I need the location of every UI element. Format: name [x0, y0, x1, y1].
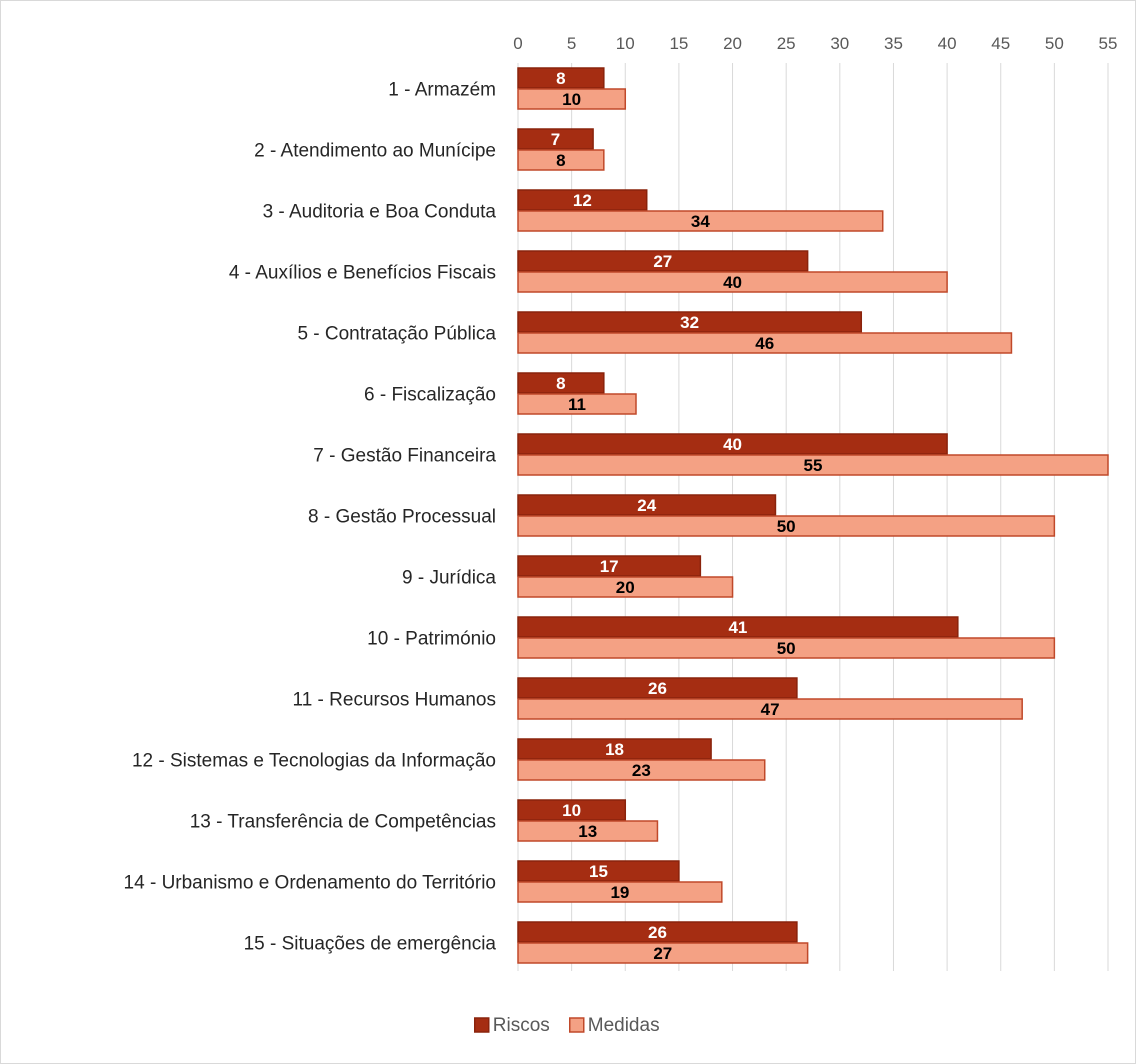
bar-riscos-11	[517, 677, 798, 699]
data-label-riscos: 12	[573, 191, 592, 210]
bar-riscos-13	[517, 799, 627, 821]
data-label-riscos: 15	[589, 862, 608, 881]
category-label: 3 - Auditoria e Boa Conduta	[263, 202, 497, 223]
data-label-riscos: 8	[556, 69, 565, 88]
data-label-medidas: 10	[562, 90, 581, 109]
bar-riscos-1	[517, 67, 605, 89]
data-label-riscos: 10	[562, 801, 581, 820]
category-label: 6 - Fiscalização	[364, 385, 496, 406]
bar-riscos-10	[517, 616, 959, 638]
category-label: 15 - Situações de emergência	[244, 934, 497, 955]
category-label: 9 - Jurídica	[402, 568, 496, 589]
data-label-riscos: 18	[605, 740, 624, 759]
data-label-medidas: 55	[804, 456, 823, 475]
x-tick-label: 0	[513, 34, 522, 53]
bar-riscos-14	[517, 860, 680, 882]
bar-medidas-5	[517, 332, 1013, 354]
category-label: 8 - Gestão Processual	[308, 507, 496, 528]
data-label-medidas: 11	[568, 395, 586, 414]
x-tick-label: 45	[991, 34, 1010, 53]
data-label-medidas: 47	[761, 700, 780, 719]
x-axis-ticks: 0 5 10 15 20 25 30 35 40 45 50 55	[513, 34, 1117, 53]
category-label: 5 - Contratação Pública	[297, 324, 496, 345]
data-label-medidas: 20	[616, 578, 635, 597]
data-label-riscos: 40	[723, 435, 742, 454]
bar-riscos-8	[517, 494, 777, 516]
x-tick-label: 35	[884, 34, 903, 53]
data-label-riscos: 17	[600, 557, 619, 576]
data-label-riscos: 8	[556, 374, 565, 393]
bar-medidas-3	[517, 210, 884, 232]
x-tick-label: 10	[616, 34, 635, 53]
data-label-medidas: 19	[610, 883, 629, 902]
bar-riscos-12	[517, 738, 712, 760]
bar-medidas-6	[517, 393, 637, 415]
data-label-riscos: 26	[648, 923, 667, 942]
bar-medidas-2	[517, 149, 605, 171]
data-label-medidas: 40	[723, 273, 742, 292]
category-label: 1 - Armazém	[388, 80, 496, 101]
x-tick-label: 20	[723, 34, 742, 53]
category-label: 2 - Atendimento ao Munícipe	[254, 141, 496, 162]
data-label-riscos: 7	[551, 130, 560, 149]
data-label-riscos: 27	[653, 252, 672, 271]
data-label-riscos: 41	[728, 618, 747, 637]
bar-medidas-1	[517, 88, 627, 110]
x-tick-label: 25	[777, 34, 796, 53]
x-tick-label: 40	[938, 34, 957, 53]
bar-riscos-15	[517, 921, 798, 943]
x-tick-label: 15	[669, 34, 688, 53]
bar-riscos-7	[517, 433, 948, 455]
bar-medidas-12	[517, 759, 766, 781]
legend: Riscos Medidas	[474, 1015, 660, 1036]
category-label: 4 - Auxílios e Benefícios Fiscais	[229, 263, 496, 284]
category-label: 10 - Património	[367, 629, 496, 650]
data-label-medidas: 50	[777, 639, 796, 658]
bar-riscos-6	[517, 372, 605, 394]
x-tick-label: 50	[1045, 34, 1064, 53]
category-label: 12 - Sistemas e Tecnologias da Informaçã…	[132, 751, 496, 772]
category-label: 13 - Transferência de Competências	[190, 812, 496, 833]
bar-medidas-15	[517, 942, 809, 964]
bar-medidas-10	[517, 637, 1056, 659]
legend-label-medidas: Medidas	[588, 1015, 660, 1036]
category-label: 11 - Recursos Humanos	[293, 690, 496, 711]
data-label-medidas: 50	[777, 517, 796, 536]
data-labels: 8107812342740324681140552450172041502647…	[551, 69, 823, 963]
bar-riscos-4	[517, 250, 809, 272]
legend-swatch-medidas	[569, 1017, 585, 1033]
bar-medidas-14	[517, 881, 723, 903]
data-label-medidas: 34	[691, 212, 710, 231]
data-label-medidas: 46	[755, 334, 774, 353]
bar-medidas-13	[517, 820, 659, 842]
data-label-medidas: 23	[632, 761, 651, 780]
bar-medidas-8	[517, 515, 1056, 537]
category-label: 7 - Gestão Financeira	[313, 446, 496, 467]
bar-riscos-9	[517, 555, 702, 577]
legend-swatch-riscos	[474, 1017, 490, 1033]
data-label-riscos: 32	[680, 313, 699, 332]
bar-riscos-2	[517, 128, 594, 150]
bar-medidas-4	[517, 271, 948, 293]
category-label: 14 - Urbanismo e Ordenamento do Territór…	[124, 873, 496, 894]
legend-label-riscos: Riscos	[493, 1015, 550, 1036]
bar-medidas-9	[517, 576, 734, 598]
data-label-medidas: 27	[653, 944, 672, 963]
bars	[517, 67, 1109, 964]
bar-medidas-11	[517, 698, 1023, 720]
bar-riscos-3	[517, 189, 648, 211]
bar-riscos-5	[517, 311, 863, 333]
data-label-medidas: 8	[556, 151, 565, 170]
bar-medidas-7	[517, 454, 1109, 476]
x-tick-label: 55	[1099, 34, 1118, 53]
category-labels: 1 - Armazém 2 - Atendimento ao Munícipe 3 …	[124, 80, 497, 955]
data-label-riscos: 26	[648, 679, 667, 698]
x-tick-label: 5	[567, 34, 576, 53]
data-label-riscos: 24	[637, 496, 656, 515]
data-label-medidas: 13	[578, 822, 597, 841]
x-tick-label: 30	[830, 34, 849, 53]
